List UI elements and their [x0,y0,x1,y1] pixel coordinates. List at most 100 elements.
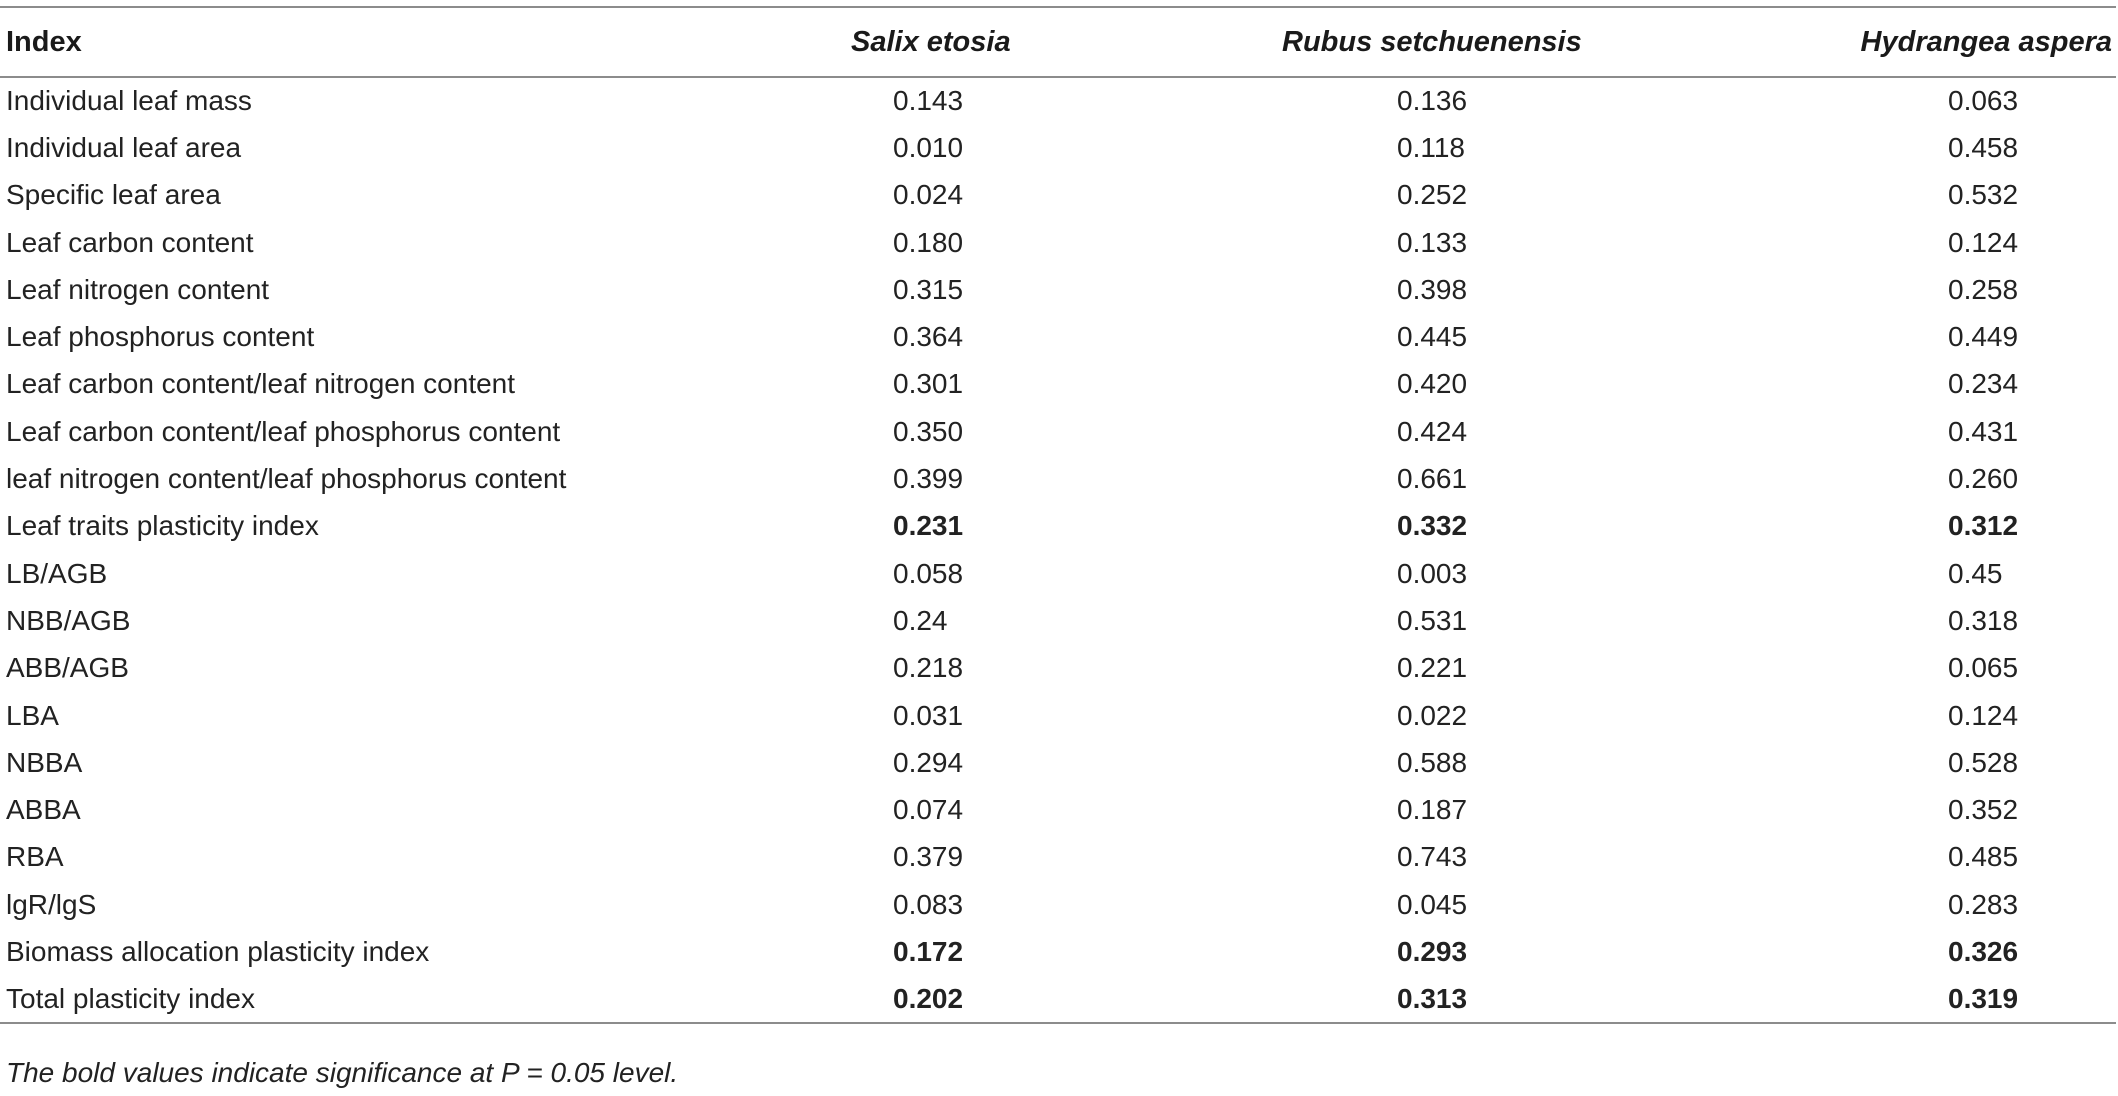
row-label: leaf nitrogen content/leaf phosphorus co… [6,463,567,495]
cell-salix-etosia: 0.364 [893,321,964,353]
table-footnote: The bold values indicate significance at… [6,1057,679,1088]
cell-rubus-setchuenensis: 0.221 [1397,652,1468,684]
cell-salix-etosia: 0.231 [893,510,964,542]
table-row: ABB/AGB 0.218 0.221 0.065 [0,645,2116,692]
row-label: Specific leaf area [6,179,221,211]
row-label: Leaf traits plasticity index [6,510,319,542]
cell-salix-etosia: 0.350 [893,415,964,447]
table-row: Leaf traits plasticity index 0.231 0.332 0.… [0,503,2116,550]
table-row: Specific leaf area 0.024 0.252 0.532 [0,172,2116,219]
cell-salix-etosia: 0.379 [893,841,964,873]
cell-salix-etosia: 0.315 [893,273,964,305]
cell-salix-etosia: 0.301 [893,368,964,400]
row-label: Leaf carbon content/leaf phosphorus cont… [6,415,561,447]
cell-hydrangea-aspera: 0.45 [1948,557,2003,589]
row-label: Leaf nitrogen content [6,273,270,305]
cell-salix-etosia: 0.294 [893,746,964,778]
cell-salix-etosia: 0.24 [893,604,948,636]
cell-hydrangea-aspera: 0.352 [1948,794,2019,826]
table-row: Individual leaf mass 0.143 0.136 0.063 [0,77,2116,124]
table-row: Biomass allocation plasticity index 0.172… [0,928,2116,975]
cell-hydrangea-aspera: 0.319 [1700,975,2116,1024]
table-row: Total plasticity index 0.202 0.313 0.319 [0,975,2116,1024]
cell-hydrangea-aspera: 0.124 [1948,226,2019,258]
row-label: NBBA [6,746,83,778]
cell-rubus-setchuenensis: 0.252 [1397,179,1468,211]
cell-salix-etosia: 0.074 [893,794,964,826]
cell-rubus-setchuenensis: 0.531 [1397,604,1468,636]
table-row: Leaf carbon content/leaf phosphorus cont… [0,408,2116,455]
cell-rubus-setchuenensis: 0.022 [1397,699,1468,731]
cell-salix-etosia: 0.218 [893,652,964,684]
cell-rubus-setchuenensis: 0.420 [1397,368,1468,400]
cell-hydrangea-aspera: 0.258 [1948,273,2019,305]
cell-salix-etosia: 0.024 [893,179,964,211]
row-label: Leaf phosphorus content [6,321,315,353]
cell-salix-etosia: 0.010 [893,131,964,163]
cell-salix-etosia: 0.180 [893,226,964,258]
cell-rubus-setchuenensis: 0.133 [1397,226,1468,258]
cell-rubus-setchuenensis: 0.045 [1397,888,1468,920]
row-label: Individual leaf mass [6,85,252,117]
header-row: Index Salix etosia Rubus setchuenensis H… [0,6,2116,78]
row-label: Leaf carbon content/leaf nitrogen conten… [6,368,516,400]
row-label: ABB/AGB [6,652,129,684]
cell-salix-etosia: 0.399 [893,463,964,495]
row-label: lgR/lgS [6,888,97,920]
table-row: LB/AGB 0.058 0.003 0.45 [0,550,2116,597]
table-row: RBA 0.379 0.743 0.485 [0,834,2116,881]
row-label: Leaf carbon content [6,226,254,258]
row-label: LBA [6,699,59,731]
cell-hydrangea-aspera: 0.124 [1948,699,2019,731]
row-label: RBA [6,841,64,873]
row-label: Total plasticity index [0,975,700,1024]
row-label: ABBA [6,794,81,826]
row-label: Biomass allocation plasticity index [6,935,430,967]
table-row: Leaf carbon content 0.180 0.133 0.124 [0,219,2116,266]
table-row: Individual leaf area 0.010 0.118 0.458 [0,124,2116,171]
row-label: LB/AGB [6,557,108,589]
header-rubus-setchuenensis: Rubus setchuenensis [1180,6,1700,78]
cell-hydrangea-aspera: 0.485 [1948,841,2019,873]
cell-rubus-setchuenensis: 0.293 [1397,935,1468,967]
table-row: Leaf nitrogen content 0.315 0.398 0.258 [0,266,2116,313]
plasticity-index-table: Index Salix etosia Rubus setchuenensis H… [0,6,2116,1024]
cell-salix-etosia: 0.083 [893,888,964,920]
table-row: leaf nitrogen content/leaf phosphorus co… [0,455,2116,502]
cell-hydrangea-aspera: 0.318 [1948,604,2019,636]
cell-rubus-setchuenensis: 0.136 [1397,85,1468,117]
table-row: NBB/AGB 0.24 0.531 0.318 [0,597,2116,644]
cell-rubus-setchuenensis: 0.332 [1397,510,1468,542]
table-row: LBA 0.031 0.022 0.124 [0,692,2116,739]
cell-hydrangea-aspera: 0.532 [1948,179,2019,211]
table-row: ABBA 0.074 0.187 0.352 [0,786,2116,833]
cell-hydrangea-aspera: 0.458 [1948,131,2019,163]
cell-rubus-setchuenensis: 0.313 [1180,975,1700,1024]
cell-hydrangea-aspera: 0.063 [1948,85,2019,117]
cell-hydrangea-aspera: 0.260 [1948,463,2019,495]
cell-hydrangea-aspera: 0.234 [1948,368,2019,400]
table-row: NBBA 0.294 0.588 0.528 [0,739,2116,786]
cell-rubus-setchuenensis: 0.588 [1397,746,1468,778]
cell-hydrangea-aspera: 0.326 [1948,935,2019,967]
cell-rubus-setchuenensis: 0.398 [1397,273,1468,305]
cell-salix-etosia: 0.202 [700,975,1180,1024]
cell-hydrangea-aspera: 0.449 [1948,321,2019,353]
cell-rubus-setchuenensis: 0.003 [1397,557,1468,589]
row-label: Individual leaf area [6,131,242,163]
table-row: Leaf carbon content/leaf nitrogen conten… [0,361,2116,408]
cell-hydrangea-aspera: 0.065 [1948,652,2019,684]
cell-salix-etosia: 0.143 [893,85,964,117]
row-label: NBB/AGB [6,604,131,636]
cell-rubus-setchuenensis: 0.445 [1397,321,1468,353]
cell-hydrangea-aspera: 0.312 [1948,510,2019,542]
cell-rubus-setchuenensis: 0.424 [1397,415,1468,447]
cell-hydrangea-aspera: 0.528 [1948,746,2019,778]
cell-salix-etosia: 0.058 [893,557,964,589]
table-row: Leaf phosphorus content 0.364 0.445 0.449 [0,313,2116,360]
table-header: Index Salix etosia Rubus setchuenensis H… [0,6,2116,78]
cell-hydrangea-aspera: 0.431 [1948,415,2019,447]
header-index: Index [0,6,700,78]
header-salix-etosia: Salix etosia [700,6,1180,78]
